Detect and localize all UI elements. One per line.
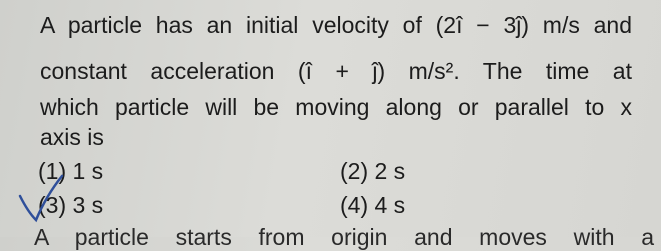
check-mark	[18, 174, 64, 223]
option: (2) 2 s	[340, 158, 406, 184]
option: (1) 1 s	[38, 158, 104, 184]
option: (4) 4 s	[340, 192, 406, 218]
question-line: which particle will be moving along or p…	[40, 94, 632, 120]
option: (3) 3 s	[38, 192, 104, 218]
pen-mark	[18, 174, 64, 223]
question-line: axis is	[40, 124, 104, 150]
question-line: constant acceleration (î + ĵ) m/s². The …	[40, 58, 632, 84]
question-line: A particle has an initial velocity of (2…	[40, 12, 632, 38]
